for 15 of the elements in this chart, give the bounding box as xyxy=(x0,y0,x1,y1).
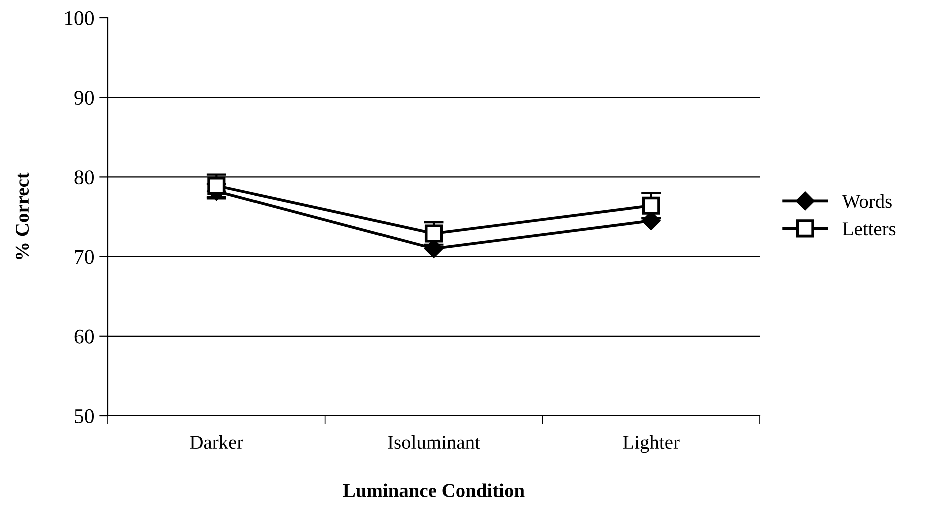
x-tick-label: Isoluminant xyxy=(388,435,480,450)
x-tick-label: Lighter xyxy=(623,435,680,454)
legend-label: Words xyxy=(842,194,892,208)
y-axis-title: % Correct xyxy=(16,172,30,260)
y-tick-label: 50 xyxy=(75,409,94,424)
y-tick-label: 100 xyxy=(65,11,94,26)
point xyxy=(208,176,226,195)
x-axis-title: Luminance Condition xyxy=(343,484,525,498)
point xyxy=(642,196,660,215)
x-tick-label: Darker xyxy=(190,435,244,450)
y-tick-label: 80 xyxy=(74,170,94,185)
y-tick-label: 90 xyxy=(74,90,94,106)
y-tick-label: 60 xyxy=(74,330,94,344)
legend-label: Letters xyxy=(842,222,896,236)
y-tick-label: 70 xyxy=(75,250,94,264)
